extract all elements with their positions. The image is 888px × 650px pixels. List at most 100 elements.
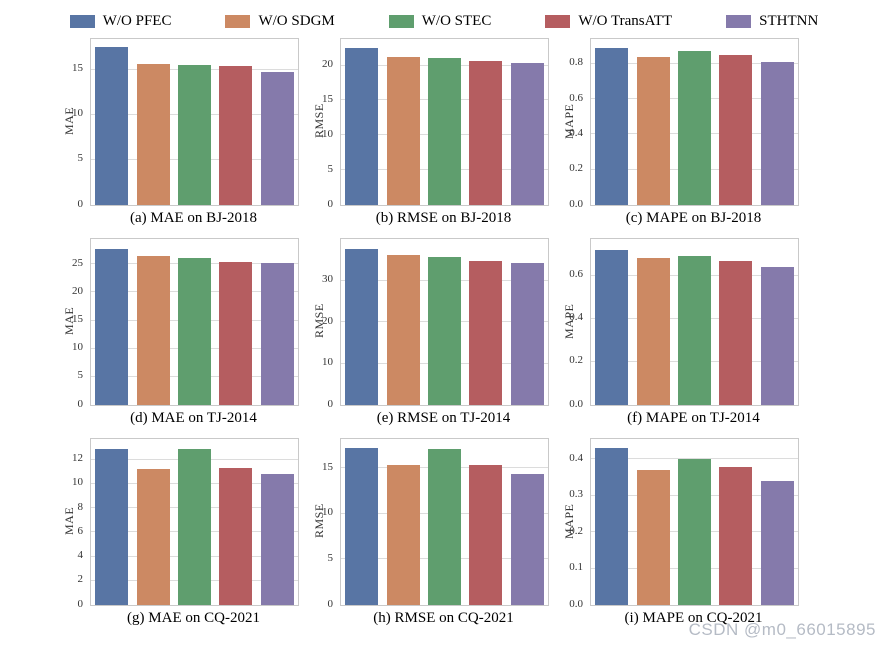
y-tick-label: 2 bbox=[77, 573, 84, 586]
plot-area bbox=[340, 38, 549, 206]
bar-w-o-transatt bbox=[469, 261, 503, 405]
bar-w-o-pfec bbox=[345, 249, 379, 405]
bar-w-o-stec bbox=[177, 448, 212, 605]
chart-row-bj-2018: MAE 0 5 10 15 (a) MAE on BJ-2018 RMSE 0 5 10 1… bbox=[0, 38, 888, 238]
bar-w-o-sdgm bbox=[136, 256, 170, 405]
legend-label: STHTNN bbox=[759, 12, 819, 29]
plot-area bbox=[90, 238, 299, 406]
legend-label: W/O TransATT bbox=[578, 12, 673, 29]
bar-w-o-pfec bbox=[95, 448, 129, 605]
bar-sthtnn bbox=[260, 474, 294, 605]
bar-w-o-transatt bbox=[219, 468, 253, 605]
y-tick-label: 5 bbox=[327, 162, 334, 175]
bar-sthtnn bbox=[760, 481, 794, 605]
y-tick-label: 10 bbox=[72, 476, 83, 489]
legend-swatch-wo-stec bbox=[388, 14, 414, 28]
subplot-caption: (i) MAPE on CQ-2021 bbox=[624, 610, 763, 626]
y-axis-ticks: 0.0 0.2 0.4 0.6 bbox=[560, 238, 588, 409]
y-tick-label: 0.4 bbox=[569, 126, 583, 139]
y-tick-label: 15 bbox=[322, 92, 333, 105]
bar-w-o-sdgm bbox=[136, 469, 170, 605]
y-tick-label: 30 bbox=[322, 273, 333, 285]
chart-area: 0 5 10 15 20 25 bbox=[72, 238, 299, 410]
subplot-caption: (f) MAPE on TJ-2014 bbox=[627, 410, 760, 426]
bar-w-o-pfec bbox=[95, 249, 129, 405]
bar-w-o-pfec bbox=[95, 47, 129, 205]
y-tick-label: 20 bbox=[322, 314, 333, 327]
bar-w-o-sdgm bbox=[386, 465, 420, 605]
subplot-mape-tj-2014: MAPE 0.0 0.2 0.4 0.6 (f) MAPE on TJ-2014 bbox=[560, 238, 810, 438]
bar-sthtnn bbox=[260, 263, 294, 405]
y-tick-label: 0.0 bbox=[569, 597, 583, 610]
y-tick-label: 0.2 bbox=[569, 354, 583, 367]
y-tick-label: 8 bbox=[77, 500, 84, 513]
bar-w-o-transatt bbox=[219, 66, 253, 205]
bar-w-o-stec bbox=[677, 51, 712, 205]
charts-grid: MAE 0 5 10 15 (a) MAE on BJ-2018 RMSE 0 5 10 1… bbox=[0, 38, 888, 638]
y-tick-label: 5 bbox=[77, 152, 84, 165]
y-axis-ticks: 0 5 10 15 20 bbox=[310, 38, 338, 209]
bar-w-o-sdgm bbox=[636, 56, 670, 205]
y-tick-label: 20 bbox=[322, 58, 333, 71]
bar-w-o-transatt bbox=[469, 465, 503, 605]
bar-w-o-stec bbox=[677, 459, 712, 605]
y-tick-label: 0.0 bbox=[569, 397, 583, 410]
bar-w-o-stec bbox=[177, 65, 212, 205]
plot-area bbox=[590, 38, 799, 206]
y-tick-label: 0.0 bbox=[569, 197, 583, 210]
bar-w-o-pfec bbox=[345, 48, 379, 205]
legend-label: W/O STEC bbox=[421, 12, 492, 29]
y-tick-label: 4 bbox=[77, 549, 84, 562]
y-tick-label: 10 bbox=[322, 127, 333, 140]
bar-w-o-transatt bbox=[719, 54, 753, 205]
gridline bbox=[591, 458, 798, 460]
legend-label: W/O PFEC bbox=[102, 12, 172, 29]
y-tick-label: 15 bbox=[72, 62, 83, 75]
bar-w-o-pfec bbox=[595, 448, 629, 605]
subplot-rmse-cq-2021: RMSE 0 5 10 15 (h) RMSE on CQ-2021 bbox=[310, 438, 560, 638]
plot-area bbox=[590, 438, 799, 606]
bar-w-o-stec bbox=[177, 258, 212, 405]
y-tick-label: 10 bbox=[72, 107, 83, 120]
subplot-rmse-tj-2014: RMSE 0 10 20 30 (e) RMSE on TJ-2014 bbox=[310, 238, 560, 438]
y-tick-label: 25 bbox=[72, 256, 83, 269]
bar-sthtnn bbox=[760, 267, 794, 405]
y-tick-label: 0 bbox=[77, 597, 84, 610]
bar-w-o-stec bbox=[677, 256, 712, 405]
y-axis-ticks: 0 10 20 30 bbox=[310, 238, 338, 410]
subplot-caption: (h) RMSE on CQ-2021 bbox=[373, 610, 514, 626]
plot-area bbox=[340, 438, 549, 606]
y-tick-label: 10 bbox=[72, 341, 83, 354]
bar-w-o-pfec bbox=[345, 448, 379, 605]
bar-w-o-sdgm bbox=[386, 255, 420, 405]
legend-swatch-wo-transatt bbox=[545, 14, 571, 28]
y-axis-ticks: 0 2 4 6 8 10 12 bbox=[60, 438, 88, 609]
subplot-caption: (d) MAE on TJ-2014 bbox=[130, 410, 257, 426]
csdn-watermark: CSDN @m0_66015895 bbox=[688, 620, 876, 639]
y-tick-label: 10 bbox=[322, 356, 333, 368]
y-tick-label: 0.6 bbox=[569, 268, 583, 281]
chart-area: 0 2 4 6 8 10 12 bbox=[72, 438, 299, 610]
chart-area: 0 10 20 30 bbox=[322, 238, 549, 410]
subplot-mape-cq-2021: MAPE 0.0 0.1 0.2 0.3 0.4 (i) MAPE on CQ-2021 bbox=[560, 438, 810, 638]
bar-w-o-sdgm bbox=[636, 258, 670, 405]
y-tick-label: 6 bbox=[77, 524, 84, 537]
bar-w-o-sdgm bbox=[636, 470, 670, 605]
bar-sthtnn bbox=[510, 262, 544, 405]
y-tick-label: 0 bbox=[327, 397, 334, 410]
chart-area: 0 5 10 15 20 bbox=[322, 38, 549, 210]
y-tick-label: 20 bbox=[72, 284, 83, 297]
legend-item-sthtnn: STHTNN bbox=[726, 13, 818, 30]
chart-row-tj-2014: MAE 0 5 10 15 20 25 (d) MAE on TJ-2014 RMSE 0… bbox=[0, 238, 888, 438]
chart-area: 0.0 0.2 0.4 0.6 0.8 bbox=[569, 38, 799, 210]
bar-sthtnn bbox=[510, 63, 544, 205]
subplot-caption: (c) MAPE on BJ-2018 bbox=[625, 210, 762, 226]
bar-w-o-transatt bbox=[719, 466, 753, 605]
chart-area: 0.0 0.1 0.2 0.3 0.4 bbox=[569, 438, 799, 610]
chart-area: 0.0 0.2 0.4 0.6 bbox=[569, 238, 799, 410]
subplot-mape-bj-2018: MAPE 0.0 0.2 0.4 0.6 0.8 (c) MAPE on BJ-2018 bbox=[560, 38, 810, 238]
legend-swatch-sthtnn bbox=[726, 14, 752, 28]
legend-item-wo-sdgm: W/O SDGM bbox=[225, 13, 335, 30]
plot-area bbox=[340, 238, 549, 406]
subplot-caption: (b) RMSE on BJ-2018 bbox=[375, 210, 512, 226]
